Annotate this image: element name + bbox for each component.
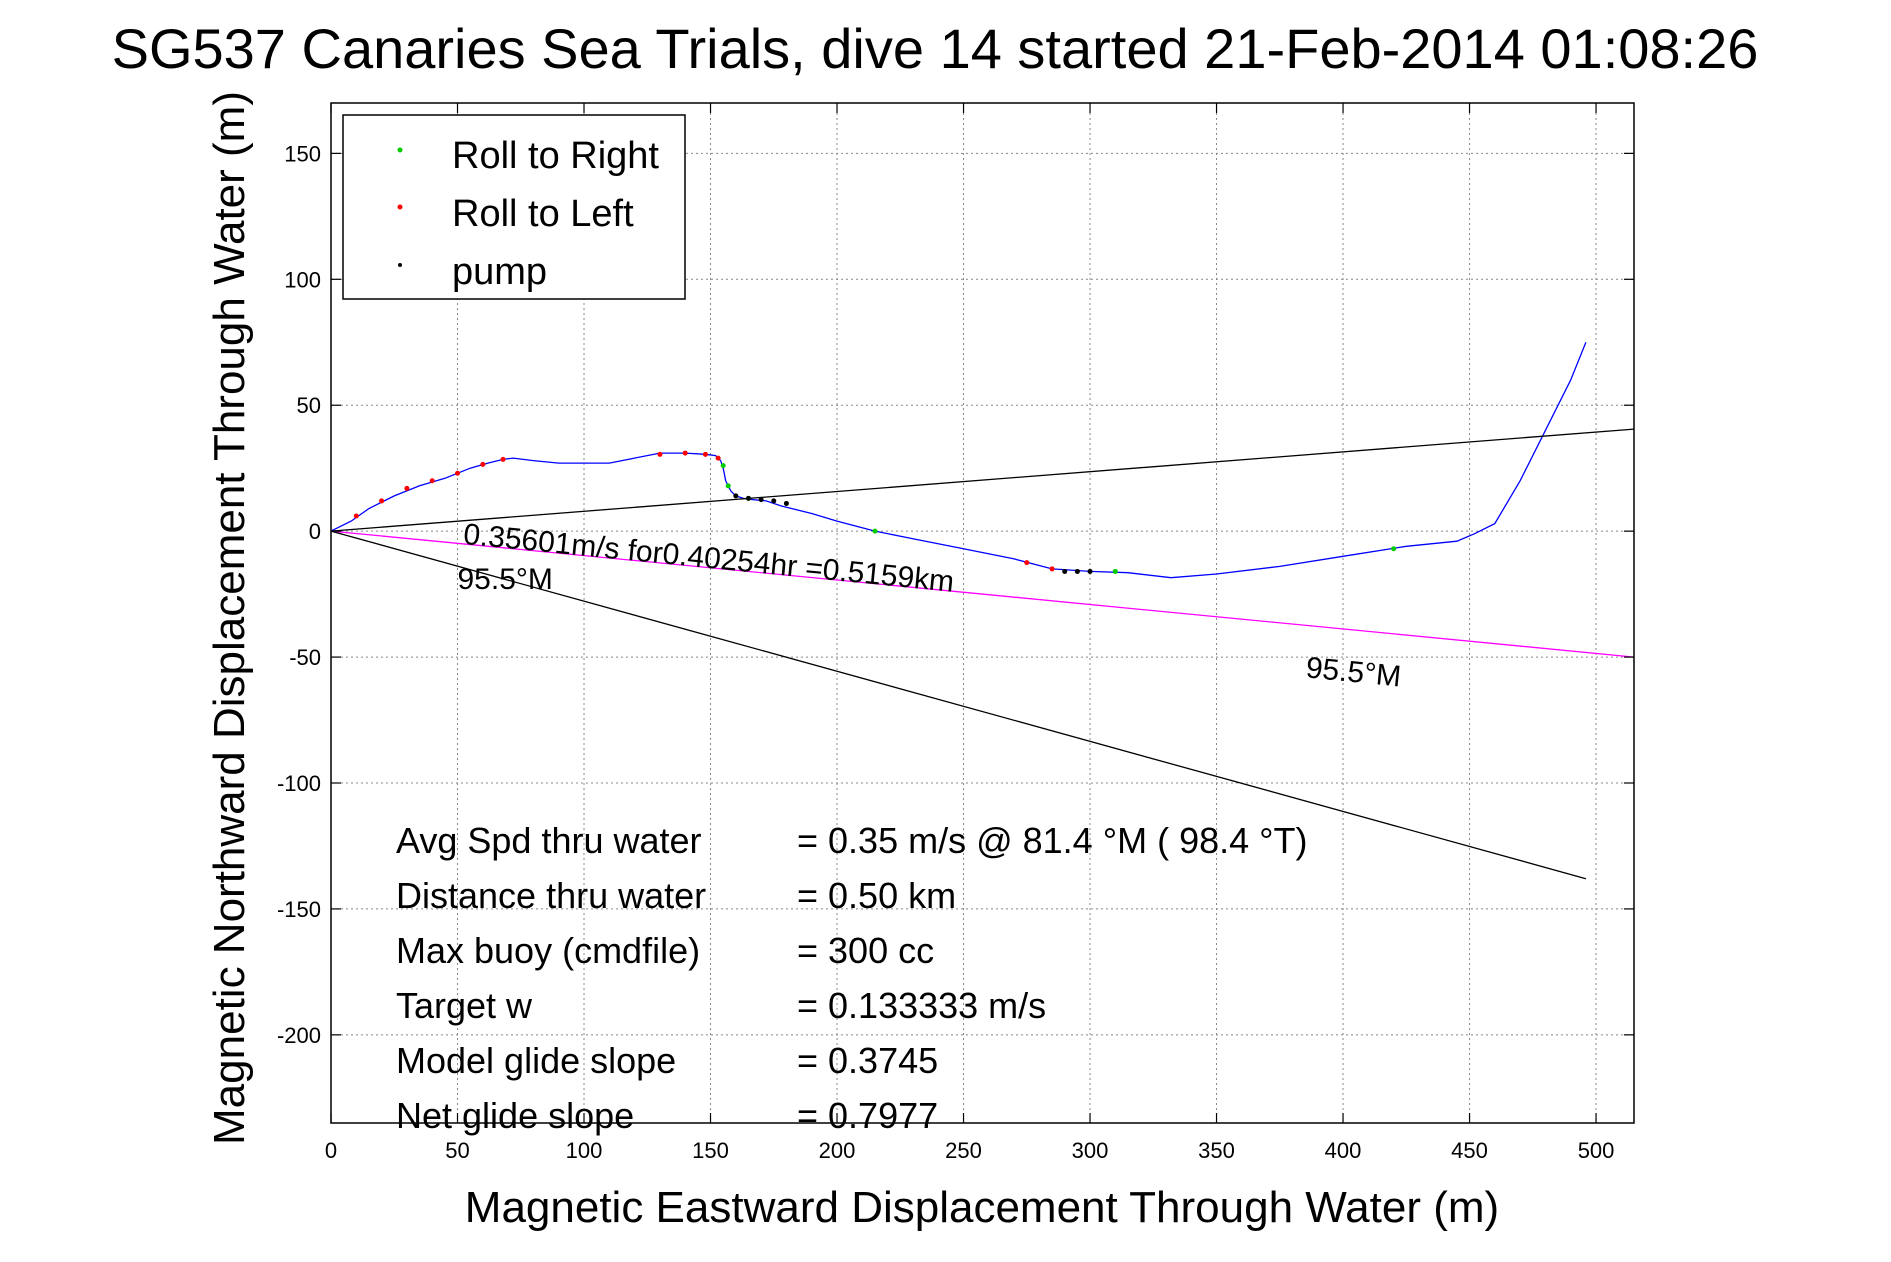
y-axis-label: Magnetic Northward Displacement Through … (205, 91, 254, 1145)
y-tick-label: 50 (297, 393, 321, 418)
stat-max-buoy-label: Max buoy (cmdfile) (396, 930, 700, 971)
x-tick-label: 150 (692, 1138, 729, 1163)
y-axis-ticks: 150 100 50 0 -50 -100 -150 -200 (277, 141, 1634, 1048)
y-tick-label: 100 (284, 267, 321, 292)
x-axis-ticks: 0 50 100 150 200 250 300 350 400 450 500 (325, 103, 1615, 1163)
x-tick-label: 400 (1325, 1138, 1362, 1163)
legend: Roll to Right Roll to Left pump (342, 114, 686, 300)
pump-point (758, 497, 764, 503)
x-tick-label: 250 (945, 1138, 982, 1163)
roll-left-point (500, 456, 506, 462)
roll-right-point (1112, 568, 1118, 574)
stat-avg-speed-value: = 0.35 m/s @ 81.4 °M ( 98.4 °T) (797, 820, 1308, 861)
x-tick-label: 350 (1198, 1138, 1235, 1163)
y-tick-label: 0 (309, 519, 321, 544)
stat-avg-speed-label: Avg Spd thru water (396, 820, 702, 861)
roll-left-point (715, 455, 721, 461)
depth-averaged-heading-line (330, 530, 1635, 658)
legend-roll-right-marker (397, 147, 403, 153)
x-tick-label: 100 (566, 1138, 603, 1163)
x-tick-label: 200 (819, 1138, 856, 1163)
chart-annotation: 95.5°M (458, 563, 553, 596)
x-tick-label: 500 (1578, 1138, 1615, 1163)
y-tick-label: -50 (289, 645, 321, 670)
roll-right-point (872, 528, 878, 534)
roll-left-point (657, 451, 663, 457)
pump-point (783, 500, 789, 506)
chart-title: SG537 Canaries Sea Trials, dive 14 start… (112, 17, 1759, 80)
roll-right-point (725, 483, 731, 489)
legend-pump-label: pump (452, 251, 547, 293)
x-tick-label: 50 (445, 1138, 469, 1163)
x-tick-label: 0 (325, 1138, 337, 1163)
stat-max-buoy-value: = 300 cc (797, 930, 934, 971)
x-tick-label: 450 (1451, 1138, 1488, 1163)
roll-left-point (682, 450, 688, 456)
roll-left-point (429, 478, 435, 484)
roll-right-point (720, 463, 726, 469)
roll-left-point (702, 451, 708, 457)
pump-point (733, 493, 739, 499)
stat-model-glide-value: = 0.3745 (797, 1040, 938, 1081)
pump-point (1062, 568, 1068, 574)
pump-point (1074, 568, 1080, 574)
grid (331, 103, 1634, 1123)
stat-target-w-label: Target w (396, 985, 533, 1026)
roll-left-point (353, 513, 359, 519)
legend-roll-left-marker (397, 204, 403, 210)
y-tick-label: -100 (277, 771, 321, 796)
roll-left-point (455, 470, 461, 476)
legend-roll-left-label: Roll to Left (452, 193, 634, 235)
roll-left-point (404, 485, 410, 491)
pump-point (771, 498, 777, 504)
stat-model-glide-label: Model glide slope (396, 1040, 676, 1081)
y-tick-label: -200 (277, 1023, 321, 1048)
legend-roll-right-label: Roll to Right (452, 135, 659, 177)
plot-area-frame (330, 102, 1635, 1124)
y-tick-label: -150 (277, 897, 321, 922)
pump-point (745, 495, 751, 501)
roll-left-point (1049, 566, 1055, 572)
reference-line-upper (330, 428, 1635, 532)
x-axis-label: Magnetic Eastward Displacement Through W… (465, 1183, 1499, 1232)
legend-box (342, 114, 686, 300)
data-markers (353, 450, 1397, 574)
stat-distance-value: = 0.50 km (797, 875, 956, 916)
roll-left-point (379, 498, 385, 504)
roll-right-point (1391, 546, 1397, 552)
legend-pump-marker (398, 263, 402, 267)
x-tick-label: 300 (1072, 1138, 1109, 1163)
pump-point (1087, 568, 1093, 574)
roll-left-point (1024, 560, 1030, 566)
stats-block: Avg Spd thru water = 0.35 m/s @ 81.4 °M … (396, 820, 1308, 1136)
stat-target-w-value: = 0.133333 m/s (797, 985, 1046, 1026)
stat-net-glide-value: = 0.7977 (797, 1095, 938, 1136)
roll-left-point (480, 461, 486, 467)
stat-net-glide-label: Net glide slope (396, 1095, 634, 1136)
stat-distance-label: Distance thru water (396, 875, 706, 916)
y-tick-label: 150 (284, 141, 321, 166)
reference-line-lower (330, 530, 1587, 880)
